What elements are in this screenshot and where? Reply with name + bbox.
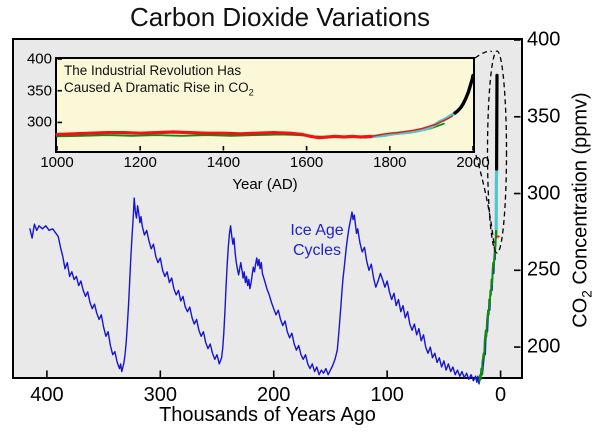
xtick-label: 200 xyxy=(257,384,291,406)
inset-note: The Industrial Revolution Has Caused A Dr… xyxy=(64,63,254,101)
xtick-label: 0 xyxy=(495,384,507,406)
inset-ytick-label: 350 xyxy=(26,82,52,100)
ice-age-line1: Ice Age xyxy=(290,222,344,239)
xtick-label: 100 xyxy=(370,384,404,406)
inset-xtick-label: 1600 xyxy=(289,154,324,171)
xtick-label: 300 xyxy=(143,384,177,406)
ice-age-cycles-label: Ice Age Cycles xyxy=(247,221,387,261)
inset-xtick-label: 1800 xyxy=(373,154,407,171)
inset-note-line1: The Industrial Revolution Has xyxy=(64,63,242,78)
ytick-label: 400 xyxy=(527,28,561,51)
ytick-label: 200 xyxy=(527,335,561,358)
inset-note-sub: 2 xyxy=(248,87,254,98)
ice-age-line2: Cycles xyxy=(292,242,341,259)
ytick-label: 250 xyxy=(527,258,561,281)
inset-xtick-label: 1400 xyxy=(206,154,241,171)
inset-ytick-label: 400 xyxy=(26,50,52,68)
y-axis-title-post: Concentration (ppmv) xyxy=(569,92,592,291)
xtick-label: 400 xyxy=(30,384,64,406)
figure-title: Carbon Dioxide Variations xyxy=(129,2,431,32)
y-axis-title-pre: CO xyxy=(569,297,592,328)
inset-x-axis-title: Year (AD) xyxy=(232,176,298,193)
y-axis-title: CO2 Concentration (ppmv) xyxy=(570,92,595,327)
y-axis-title-sub: 2 xyxy=(579,290,595,298)
inset-xtick-label: 1200 xyxy=(123,154,157,171)
ytick-label: 350 xyxy=(527,105,561,128)
inset-xtick-label: 2000 xyxy=(456,154,490,171)
ytick-label: 300 xyxy=(527,182,561,205)
inset-xtick-label: 1000 xyxy=(40,154,74,171)
inset-ytick-label: 300 xyxy=(26,113,52,131)
x-axis-title: Thousands of Years Ago xyxy=(159,404,376,426)
inset-note-line2: Caused A Dramatic Rise in CO xyxy=(64,79,249,95)
